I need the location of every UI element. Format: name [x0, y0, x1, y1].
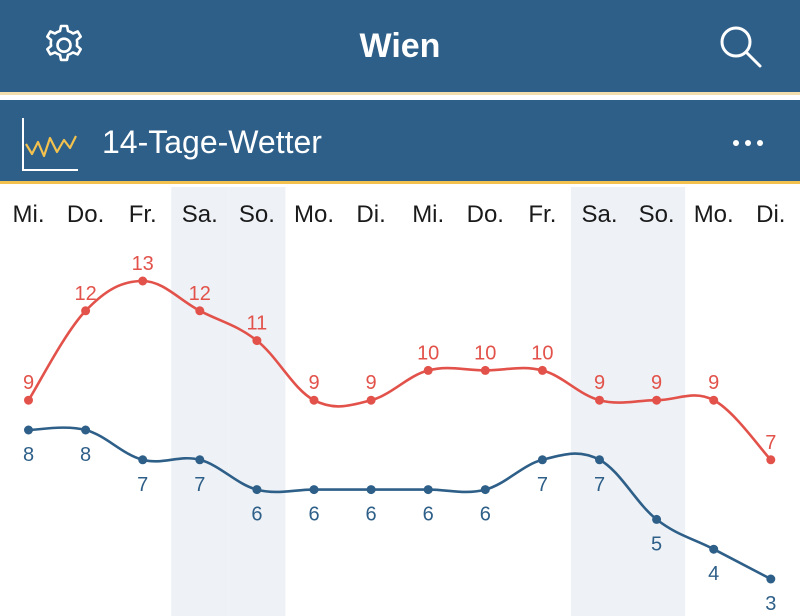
max-temp-label: 7 — [765, 432, 776, 454]
max-temp-point — [537, 365, 547, 375]
min-temp-point — [366, 485, 376, 495]
max-temp-point — [252, 336, 262, 346]
max-temp-point — [366, 395, 376, 405]
min-temp-label: 7 — [594, 474, 605, 496]
max-temp-label: 9 — [594, 372, 605, 394]
max-temp-point — [309, 395, 319, 405]
max-temp-label: 9 — [708, 372, 719, 394]
day-label: Fr. — [129, 201, 157, 228]
min-temp-point — [81, 425, 91, 435]
day-label: Mi. — [13, 201, 45, 228]
min-temp-point — [595, 455, 604, 465]
header-gap — [0, 92, 800, 100]
max-temp-point — [480, 365, 490, 375]
min-temp-point — [423, 485, 433, 495]
min-temp-label: 8 — [23, 444, 34, 466]
app-header: Wien — [0, 0, 800, 92]
min-temp-label: 6 — [251, 504, 262, 526]
max-temp-label: 9 — [651, 372, 662, 394]
day-label: Mo. — [694, 201, 734, 228]
min-temp-label: 3 — [765, 593, 776, 615]
line-chart-icon — [22, 118, 78, 171]
min-temp-label: 7 — [137, 474, 148, 496]
min-temp-label: 7 — [537, 474, 548, 496]
section-header: 14-Tage-Wetter — [0, 100, 800, 184]
section-title: 14-Tage-Wetter — [102, 124, 322, 160]
min-temp-point — [652, 514, 662, 524]
max-temp-label: 9 — [308, 372, 319, 394]
gear-icon[interactable] — [40, 22, 88, 70]
max-temp-label: 10 — [474, 342, 496, 364]
min-temp-label: 6 — [480, 504, 491, 526]
min-temp-point — [709, 544, 719, 554]
day-label: Mi. — [412, 201, 444, 228]
max-temp-point — [81, 306, 91, 316]
min-temp-point — [480, 485, 490, 495]
day-label: Di. — [356, 201, 385, 228]
day-label: Di. — [756, 201, 785, 228]
city-title: Wien — [359, 27, 441, 65]
min-temp-point — [24, 425, 33, 435]
day-label: Do. — [67, 201, 104, 228]
max-temp-point — [766, 455, 776, 465]
min-temp-point — [309, 485, 319, 495]
min-temp-point — [252, 485, 262, 495]
day-label: Do. — [467, 201, 504, 228]
max-temp-point — [595, 395, 604, 405]
min-temp-point — [537, 455, 547, 465]
max-temp-label: 10 — [531, 342, 553, 364]
min-temp-label: 6 — [423, 504, 434, 526]
max-temp-point — [195, 306, 205, 316]
min-temp-label: 8 — [80, 444, 91, 466]
min-temp-label: 6 — [308, 504, 319, 526]
max-temp-point — [423, 365, 433, 375]
min-temp-label: 5 — [651, 533, 662, 555]
max-temp-point — [652, 395, 662, 405]
temperature-chart: Mi. Do. Fr. Sa. So. Mo. Di. Mi. Do. Fr. Sa. So. Mo. D… — [13, 187, 785, 616]
search-icon[interactable] — [716, 22, 764, 70]
max-temp-point — [709, 395, 719, 405]
weekend-band-4 — [228, 187, 286, 616]
day-label: Mo. — [294, 201, 334, 228]
min-temp-label: 7 — [194, 474, 205, 496]
day-label: So. — [639, 201, 675, 228]
max-temp-label: 10 — [417, 342, 439, 364]
min-temp-label: 6 — [366, 504, 377, 526]
day-label: So. — [239, 201, 275, 228]
weekend-band-3 — [171, 187, 229, 616]
max-temp-point — [138, 276, 148, 286]
max-temp-label: 12 — [74, 283, 96, 305]
day-label: Sa. — [182, 201, 218, 228]
min-temp-point — [138, 455, 148, 465]
min-temp-point — [195, 455, 205, 465]
max-temp-point — [24, 395, 33, 405]
day-label: Fr. — [528, 201, 556, 228]
min-temp-label: 4 — [708, 563, 719, 585]
max-temp-label: 12 — [189, 283, 211, 305]
min-temp-point — [766, 574, 776, 584]
header-gap-line — [0, 92, 800, 95]
section-accent-line — [0, 181, 800, 184]
max-temp-label: 13 — [132, 253, 154, 275]
more-horizontal-icon[interactable] — [728, 128, 768, 158]
max-temp-label: 9 — [23, 372, 34, 394]
max-temp-label: 11 — [247, 313, 268, 335]
day-label: Sa. — [581, 201, 617, 228]
max-temp-label: 9 — [366, 372, 377, 394]
